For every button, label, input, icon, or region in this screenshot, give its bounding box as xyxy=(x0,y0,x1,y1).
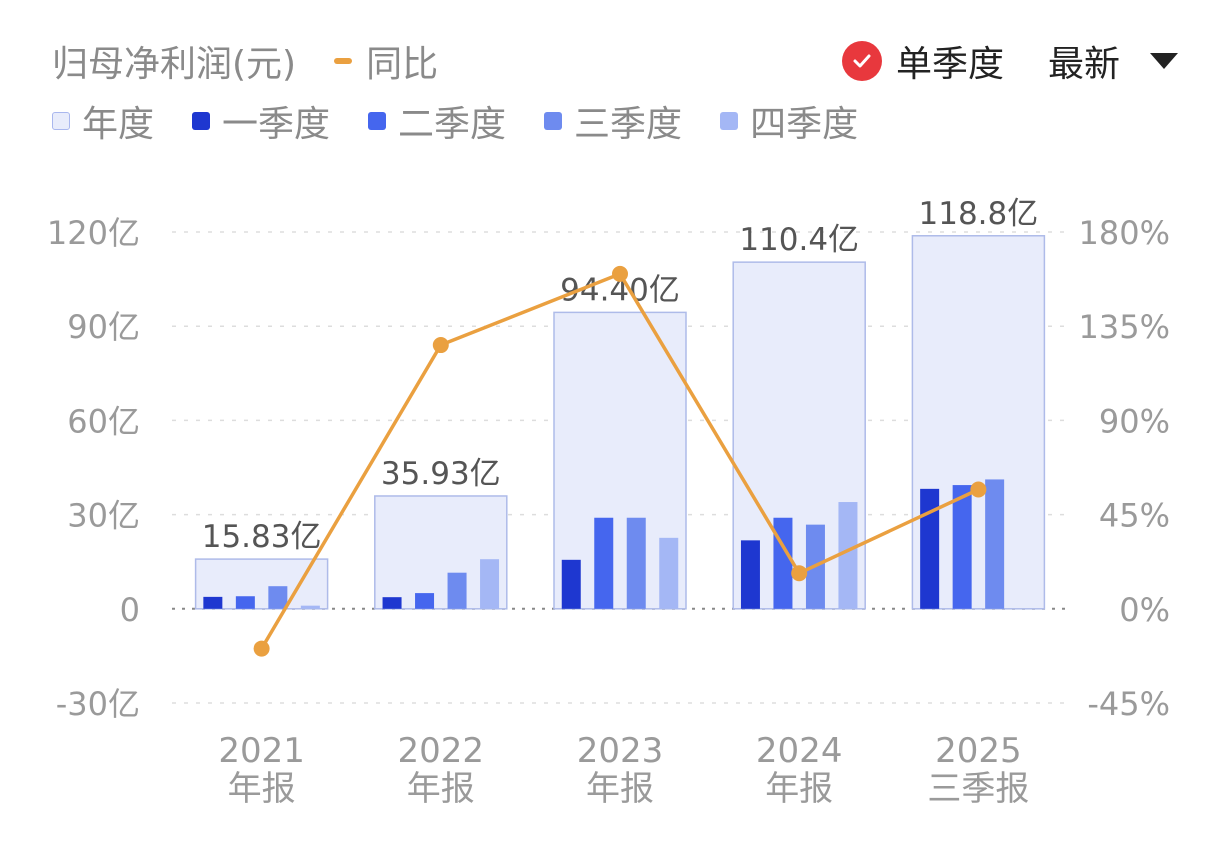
annual-value-label: 110.4亿 xyxy=(739,222,859,258)
y-right-tick-label: 90% xyxy=(1099,402,1170,440)
y-right-tick-label: 135% xyxy=(1079,308,1170,346)
yoy-point xyxy=(970,481,987,498)
legend-item-q1[interactable]: 一季度 xyxy=(192,95,330,147)
quarter-bar-q4 xyxy=(480,559,500,609)
legend-item-annual[interactable]: 年度 xyxy=(52,95,154,147)
legend-item-q3[interactable]: 三季度 xyxy=(544,95,682,147)
quarter-bar-q2 xyxy=(415,593,435,609)
quarter-bar-q2 xyxy=(235,596,255,609)
chart-header: 归母净利润(元) 同比 单季度 最新 年度 一季度 二季度 三季度 四季度 xyxy=(0,0,1224,160)
y-left-tick-label: -30亿 xyxy=(56,685,140,723)
legend-label: 三季度 xyxy=(574,104,683,145)
y-left-tick-label: 0 xyxy=(120,591,140,629)
y-left-tick-label: 60亿 xyxy=(67,402,140,440)
annual-value-label: 35.93亿 xyxy=(381,456,501,492)
quarter-bar-q4 xyxy=(659,537,679,609)
title-row: 归母净利润(元) 同比 xyxy=(52,36,438,86)
quarter-bar-q1 xyxy=(920,488,940,609)
y-left-tick-label: 90亿 xyxy=(67,308,140,346)
x-tick-period: 年报 xyxy=(407,769,475,809)
legend: 年度 一季度 二季度 三季度 四季度 xyxy=(52,96,896,146)
x-tick-period: 三季报 xyxy=(927,769,1029,809)
quarter-bar-q4 xyxy=(838,502,858,609)
chart-title: 归母净利润(元) xyxy=(52,44,297,85)
legend-label: 二季度 xyxy=(398,104,507,145)
x-tick-year: 2024 xyxy=(756,731,843,771)
legend-swatch-q4 xyxy=(720,112,739,130)
quarter-bar-q1 xyxy=(203,596,223,609)
annual-value-label: 15.83亿 xyxy=(202,519,322,555)
y-left-tick-label: 120亿 xyxy=(47,214,140,252)
right-controls: 单季度 最新 xyxy=(841,36,1178,86)
x-tick-year: 2022 xyxy=(398,731,485,771)
yoy-point xyxy=(612,265,628,282)
quarter-bar-q4 xyxy=(300,605,320,609)
quarter-bar-q3 xyxy=(985,479,1005,609)
x-tick-year: 2025 xyxy=(935,731,1022,771)
yoy-point xyxy=(791,565,808,582)
legend-item-q2[interactable]: 二季度 xyxy=(368,95,506,147)
quarter-bar-q3 xyxy=(447,572,467,609)
y-right-tick-label: 0% xyxy=(1119,591,1170,629)
quarter-bar-q2 xyxy=(773,517,793,609)
y-left-tick-label: 30亿 xyxy=(67,497,140,535)
quarter-bar-q1 xyxy=(382,597,402,609)
legend-label: 年度 xyxy=(82,104,155,145)
yoy-legend-marker xyxy=(334,58,353,64)
latest-select[interactable]: 最新 xyxy=(1047,44,1120,85)
x-tick-period: 年报 xyxy=(228,769,296,809)
quarter-bar-q1 xyxy=(740,540,760,609)
y-right-tick-label: 180% xyxy=(1079,214,1170,252)
quarter-bar-q3 xyxy=(626,517,646,609)
yoy-point xyxy=(253,640,270,657)
legend-swatch-q1 xyxy=(192,112,211,130)
x-tick-period: 年报 xyxy=(765,769,833,809)
legend-item-q4[interactable]: 四季度 xyxy=(720,95,858,147)
quarter-bar-q3 xyxy=(268,586,288,609)
x-tick-year: 2023 xyxy=(577,731,664,771)
chevron-down-icon[interactable] xyxy=(1150,53,1178,69)
yoy-point xyxy=(432,337,449,354)
quarter-bar-q2 xyxy=(952,485,972,609)
legend-swatch-annual xyxy=(52,112,70,130)
single-quarter-toggle[interactable]: 单季度 xyxy=(895,44,1004,85)
legend-label: 一季度 xyxy=(222,104,331,145)
yoy-legend-label: 同比 xyxy=(366,44,439,85)
y-right-tick-label: 45% xyxy=(1099,497,1170,535)
legend-swatch-q2 xyxy=(368,112,387,130)
x-tick-period: 年报 xyxy=(586,769,654,809)
x-tick-year: 2021 xyxy=(218,731,305,771)
legend-swatch-q3 xyxy=(544,112,563,130)
y-right-tick-label: -45% xyxy=(1087,685,1170,723)
quarter-bar-q2 xyxy=(594,517,614,609)
quarter-bar-q1 xyxy=(561,559,581,609)
annual-value-label: 118.8亿 xyxy=(919,196,1039,232)
legend-label: 四季度 xyxy=(750,104,859,145)
check-icon[interactable] xyxy=(841,41,882,81)
